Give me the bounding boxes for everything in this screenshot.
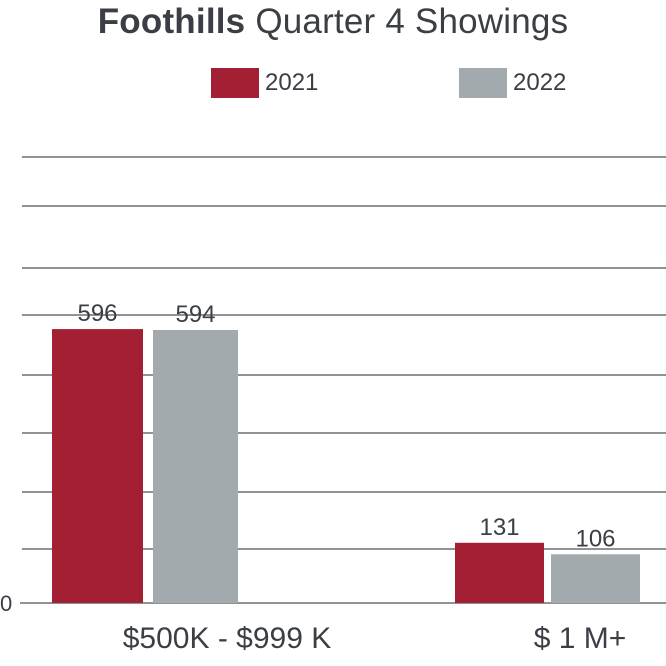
bar-2021-1m-plus — [455, 542, 544, 603]
category-label-1m-plus: $ 1 M+ — [533, 622, 627, 655]
category-label-500k-999k: $500K - $999 K — [122, 622, 332, 655]
bar-2022-1m-plus — [551, 554, 640, 603]
legend-swatch-2021 — [211, 68, 259, 98]
y-tick-label: 0 — [0, 591, 12, 616]
legend-item-2021: 2021 — [211, 67, 318, 99]
bar-2021-500k-999k — [52, 329, 143, 603]
legend-label-2021: 2021 — [265, 69, 319, 96]
chart-title: Foothills Quarter 4 Showings — [0, 2, 666, 42]
data-label-2021-500k-999k: 596 — [77, 300, 117, 327]
legend-swatch-2022 — [459, 68, 507, 98]
data-label-2022-500k-999k: 594 — [175, 301, 215, 328]
chart-title-bold: Foothills — [97, 2, 246, 41]
chart-title-rest: Quarter 4 Showings — [255, 2, 569, 41]
bar-2022-500k-999k — [153, 329, 238, 603]
legend-item-2022: 2022 — [459, 67, 566, 99]
data-label-2022-1m-plus: 106 — [575, 525, 615, 552]
data-label-2021-1m-plus: 131 — [479, 514, 519, 541]
legend-label-2022: 2022 — [513, 69, 567, 96]
